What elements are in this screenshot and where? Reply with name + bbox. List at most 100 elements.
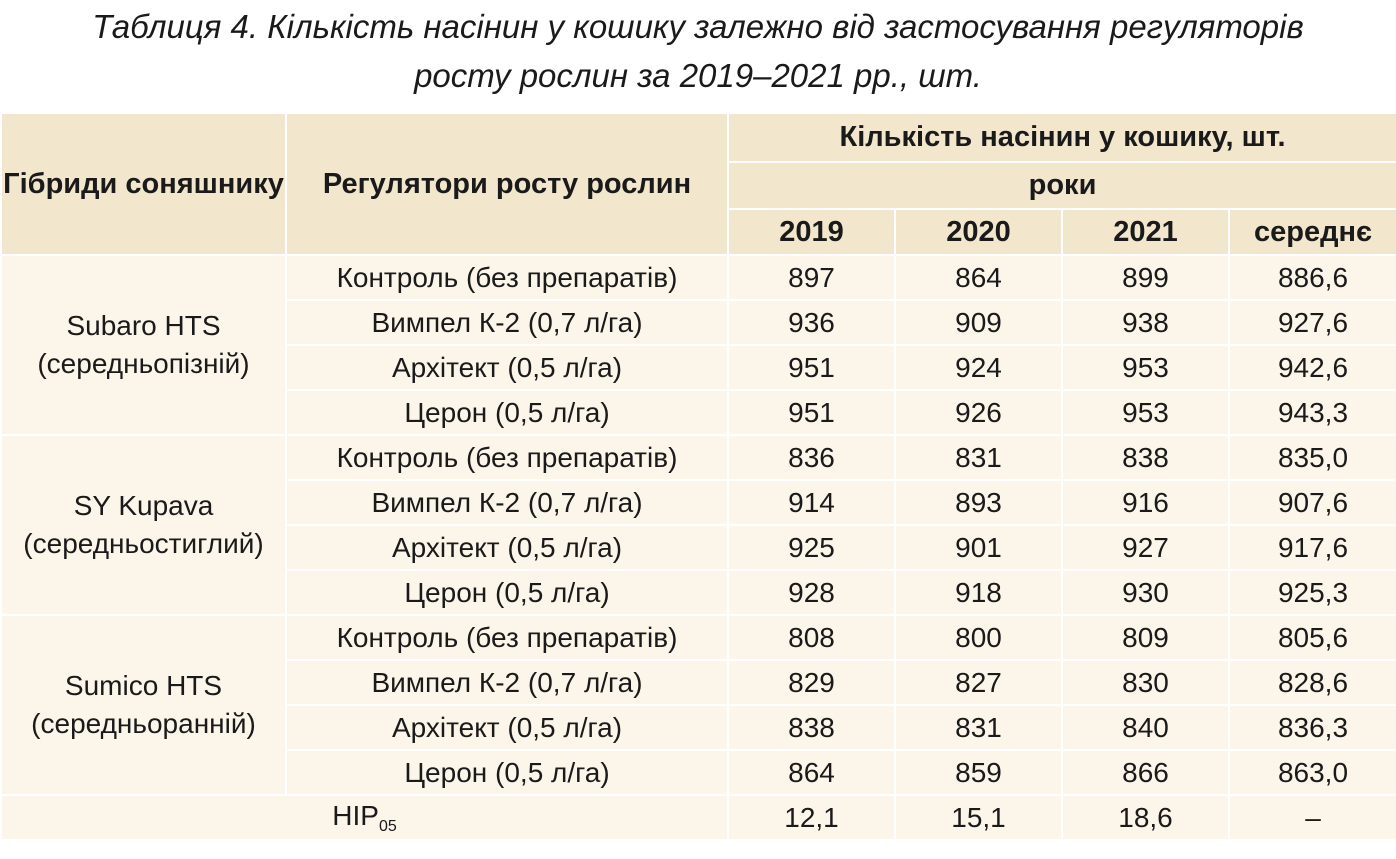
value-2020: 893 <box>894 479 1063 526</box>
regulator-cell: Вимпел К-2 (0,7 л/га) <box>285 659 729 706</box>
nir-value-2021: 18,6 <box>1061 794 1230 841</box>
value-mean: 886,6 <box>1227 254 1396 301</box>
value-2021: 866 <box>1061 749 1230 796</box>
regulator-cell: Вимпел К-2 (0,7 л/га) <box>285 299 729 346</box>
value-2021: 953 <box>1061 389 1230 436</box>
regulator-cell: Архітект (0,5 л/га) <box>285 524 729 571</box>
value-2019: 836 <box>727 434 896 481</box>
header-years: роки <box>726 161 1396 210</box>
value-mean: 927,6 <box>1227 299 1396 346</box>
regulator-cell: Контроль (без препаратів) <box>285 434 729 481</box>
value-2020: 831 <box>894 434 1063 481</box>
regulator-cell: Церон (0,5 л/га) <box>285 569 729 616</box>
value-2020: 864 <box>894 254 1063 301</box>
table-caption: Таблиця 4. Кількість насінин у кошику за… <box>0 0 1396 110</box>
regulator-cell: Архітект (0,5 л/га) <box>285 344 729 391</box>
value-2020: 926 <box>894 389 1063 436</box>
caption-line-2: росту рослин за 2019–2021 рр., шт. <box>414 57 982 94</box>
nir-subscript: 05 <box>378 817 397 835</box>
value-mean: 828,6 <box>1227 659 1396 706</box>
table-header: Гібриди соняшнику Регулятори росту росли… <box>0 112 1396 256</box>
value-2019: 928 <box>727 569 896 616</box>
seeds-per-head-table: Гібриди соняшнику Регулятори росту росли… <box>0 112 1396 841</box>
table-row: Subaro HTS (середньопізній) Контроль (бе… <box>0 254 1396 436</box>
nir-row: НІР05 12,1 15,1 18,6 – <box>0 794 1396 841</box>
value-2021: 899 <box>1061 254 1230 301</box>
hybrid-name: SY Kupava <box>73 490 214 521</box>
value-mean: 942,6 <box>1227 344 1396 391</box>
header-year-2019: 2019 <box>727 208 896 256</box>
value-2021: 953 <box>1061 344 1230 391</box>
value-2021: 840 <box>1061 704 1230 751</box>
value-mean: 836,3 <box>1227 704 1396 751</box>
header-year-2021: 2021 <box>1061 208 1230 256</box>
value-mean: 805,6 <box>1227 614 1396 661</box>
value-mean: 835,0 <box>1227 434 1396 481</box>
regulator-cell: Вимпел К-2 (0,7 л/га) <box>285 479 729 526</box>
table-row: Вимпел К-2 (0,7 л/га) 914 893 916 907,6 <box>1 479 1396 526</box>
hybrid-type: (середньопізній) <box>37 348 250 379</box>
value-2021: 927 <box>1061 524 1230 571</box>
value-2021: 930 <box>1061 569 1230 616</box>
value-2019: 829 <box>727 659 896 706</box>
table-row: Архітект (0,5 л/га) 838 831 840 836,3 <box>1 704 1396 751</box>
hybrid-cell: Subaro HTS (середньопізній) <box>0 254 287 436</box>
regulator-cell: Церон (0,5 л/га) <box>285 389 729 436</box>
nir-label: НІР <box>332 799 379 831</box>
value-2019: 914 <box>727 479 896 526</box>
value-2020: 800 <box>894 614 1063 661</box>
header-mean: середнє <box>1227 208 1396 256</box>
nir-label-cell: НІР05 <box>0 794 729 841</box>
header-hybrids: Гібриди соняшнику <box>0 112 287 256</box>
value-2020: 901 <box>894 524 1063 571</box>
value-mean: 943,3 <box>1227 389 1396 436</box>
table-row: Вимпел К-2 (0,7 л/га) 936 909 938 927,6 <box>1 299 1396 346</box>
table-row: Церон (0,5 л/га) 951 926 953 943,3 <box>1 389 1396 436</box>
hybrid-type: (середньоранній) <box>31 708 256 739</box>
caption-line-1: Таблиця 4. Кількість насінин у кошику за… <box>92 8 1304 45</box>
table-row: Архітект (0,5 л/га) 951 924 953 942,6 <box>1 344 1396 391</box>
nir-value-mean: – <box>1227 794 1396 841</box>
value-2019: 808 <box>727 614 896 661</box>
table-row: Архітект (0,5 л/га) 925 901 927 917,6 <box>1 524 1396 571</box>
value-2020: 918 <box>894 569 1063 616</box>
nir-value-2020: 15,1 <box>894 794 1063 841</box>
regulator-cell: Контроль (без препаратів) <box>285 614 729 661</box>
table-row: Церон (0,5 л/га) 928 918 930 925,3 <box>1 569 1396 616</box>
value-2019: 936 <box>727 299 896 346</box>
table-row: SY Kupava (середньостиглий) Контроль (бе… <box>0 434 1396 616</box>
value-mean: 925,3 <box>1227 569 1396 616</box>
value-2021: 916 <box>1061 479 1230 526</box>
value-2019: 925 <box>727 524 896 571</box>
value-2019: 951 <box>727 344 896 391</box>
value-mean: 917,6 <box>1227 524 1396 571</box>
header-seed-count: Кількість насінин у кошику, шт. <box>726 112 1396 163</box>
value-2020: 909 <box>894 299 1063 346</box>
value-2020: 827 <box>894 659 1063 706</box>
value-2021: 938 <box>1061 299 1230 346</box>
value-2019: 897 <box>727 254 896 301</box>
regulator-cell: Архітект (0,5 л/га) <box>285 704 729 751</box>
hybrid-name: Sumico HTS <box>64 670 223 701</box>
value-2020: 859 <box>894 749 1063 796</box>
hybrid-type: (середньостиглий) <box>23 528 264 559</box>
nir-value-2019: 12,1 <box>727 794 896 841</box>
value-2020: 924 <box>894 344 1063 391</box>
value-mean: 863,0 <box>1227 749 1396 796</box>
header-year-2020: 2020 <box>894 208 1063 256</box>
value-2019: 838 <box>727 704 896 751</box>
value-2021: 838 <box>1061 434 1230 481</box>
value-2019: 864 <box>727 749 896 796</box>
table-row: Вимпел К-2 (0,7 л/га) 829 827 830 828,6 <box>1 659 1396 706</box>
value-mean: 907,6 <box>1227 479 1396 526</box>
value-2019: 951 <box>727 389 896 436</box>
table-body: Subaro HTS (середньопізній) Контроль (бе… <box>0 254 1396 841</box>
value-2021: 830 <box>1061 659 1230 706</box>
hybrid-cell: SY Kupava (середньостиглий) <box>0 434 287 616</box>
table-row: Церон (0,5 л/га) 864 859 866 863,0 <box>1 749 1396 796</box>
table-row: Sumico HTS (середньоранній) Контроль (бе… <box>0 614 1396 796</box>
regulator-cell: Церон (0,5 л/га) <box>285 749 729 796</box>
hybrid-name: Subaro HTS <box>66 310 221 341</box>
hybrid-cell: Sumico HTS (середньоранній) <box>0 614 287 796</box>
value-2020: 831 <box>894 704 1063 751</box>
